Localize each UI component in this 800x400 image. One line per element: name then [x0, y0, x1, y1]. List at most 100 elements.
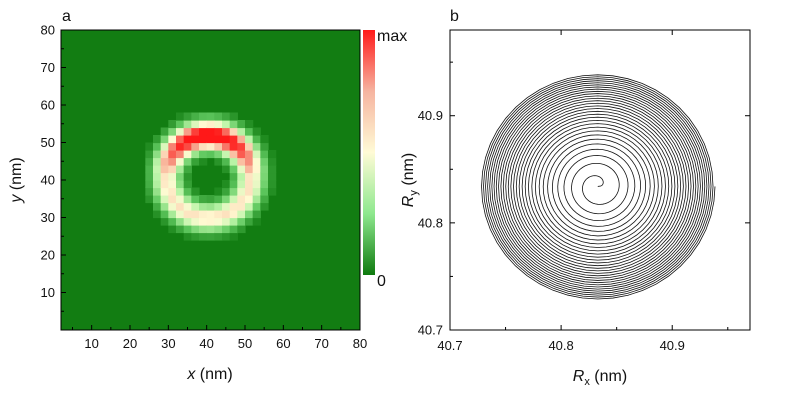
heatmap-cell [153, 165, 162, 174]
heatmap-cell [229, 142, 238, 151]
heatmap-cell [214, 232, 223, 241]
heatmap-cell [191, 157, 200, 166]
heatmap-cell [222, 127, 231, 136]
heatmap-cell [214, 217, 223, 226]
heatmap-cell [252, 135, 261, 144]
heatmap-cell [268, 150, 277, 159]
heatmap-cell [183, 187, 192, 196]
heatmap-y-tick-label: 50 [41, 135, 55, 150]
heatmap-cell [252, 195, 261, 204]
heatmap-cell [183, 210, 192, 219]
heatmap-cell [245, 157, 254, 166]
heatmap-cell [206, 195, 215, 204]
heatmap-cell [183, 180, 192, 189]
heatmap-cell [222, 225, 231, 234]
heatmap-cell [168, 150, 177, 159]
colorbar-min-label: 0 [377, 273, 386, 290]
heatmap-cell [199, 225, 208, 234]
heatmap-y-tick-label: 40 [41, 173, 55, 188]
heatmap-cell [206, 120, 215, 129]
heatmap-cell [176, 112, 185, 121]
spiral-y-tick-label: 40.7 [418, 323, 443, 338]
heatmap-cell [206, 135, 215, 144]
heatmap-cell [191, 150, 200, 159]
heatmap-y-ticks: 10 20 30 40 50 60 70 80 [41, 23, 66, 312]
heatmap-cell [168, 135, 177, 144]
heatmap-cell [237, 157, 246, 166]
heatmap-cell [206, 202, 215, 211]
heatmap-cell [268, 187, 277, 196]
heatmap-cell [237, 210, 246, 219]
heatmap-cell [160, 202, 169, 211]
heatmap-cell [260, 157, 269, 166]
heatmap-cell [214, 150, 223, 159]
heatmap-cell [229, 232, 238, 241]
heatmap-cell [191, 187, 200, 196]
heatmap-cell [245, 180, 254, 189]
heatmap-cell [222, 112, 231, 121]
heatmap-cell [183, 120, 192, 129]
heatmap-cell [222, 150, 231, 159]
heatmap-cell [176, 135, 185, 144]
heatmap-cell [252, 187, 261, 196]
heatmap-cell [229, 112, 238, 121]
heatmap-cell [160, 165, 169, 174]
heatmap-cell [206, 225, 215, 234]
heatmap-cell [199, 120, 208, 129]
heatmap-cell [176, 225, 185, 234]
heatmap-cell [237, 142, 246, 151]
heatmap-cell [153, 180, 162, 189]
heatmap-cell [199, 202, 208, 211]
heatmap-cell [229, 210, 238, 219]
heatmap-cell [237, 120, 246, 129]
heatmap-y-tick-label: 70 [41, 60, 55, 75]
heatmap-cell [268, 157, 277, 166]
heatmap-cell [252, 202, 261, 211]
heatmap-cell [245, 202, 254, 211]
heatmap-cell [183, 150, 192, 159]
heatmap-cell [245, 120, 254, 129]
heatmap-cell [252, 217, 261, 226]
heatmap-background [61, 30, 360, 330]
heatmap-cell [245, 135, 254, 144]
heatmap-cell [229, 150, 238, 159]
heatmap-x-tick-label: 50 [238, 336, 252, 351]
heatmap-cell [229, 127, 238, 136]
heatmap-cell [237, 172, 246, 181]
heatmap-cell [252, 127, 261, 136]
heatmap-cell [222, 187, 231, 196]
heatmap-cell [183, 127, 192, 136]
heatmap-cell [191, 195, 200, 204]
heatmap-cell [191, 112, 200, 121]
panel-label-b: b [450, 8, 459, 25]
spiral-x-ticks: 40.7 40.8 40.9 [437, 30, 729, 353]
heatmap-cell [222, 120, 231, 129]
heatmap-cell [160, 187, 169, 196]
heatmap-cell [237, 202, 246, 211]
heatmap-cell [268, 180, 277, 189]
heatmap-x-tick-label: 30 [161, 336, 175, 351]
heatmap-cell [237, 217, 246, 226]
heatmap-cell [206, 210, 215, 219]
heatmap-cell [168, 157, 177, 166]
heatmap-cell [168, 187, 177, 196]
heatmap-cell [191, 210, 200, 219]
colorbar-max-label: max [377, 28, 407, 45]
heatmap-cell [160, 180, 169, 189]
heatmap-cell [222, 202, 231, 211]
heatmap-cell [145, 195, 154, 204]
heatmap-cell [237, 150, 246, 159]
heatmap-cell [245, 127, 254, 136]
heatmap-cell [222, 232, 231, 241]
spiral-x-axis-title: Rx (nm) [573, 368, 627, 388]
heatmap-cell [199, 232, 208, 241]
heatmap-cell [183, 135, 192, 144]
heatmap-cell [206, 112, 215, 121]
heatmap-cell [168, 142, 177, 151]
heatmap-y-tick-label: 30 [41, 210, 55, 225]
heatmap-cell [260, 195, 269, 204]
heatmap-cell [252, 157, 261, 166]
heatmap-x-tick-label: 40 [199, 336, 213, 351]
heatmap-cell [214, 187, 223, 196]
